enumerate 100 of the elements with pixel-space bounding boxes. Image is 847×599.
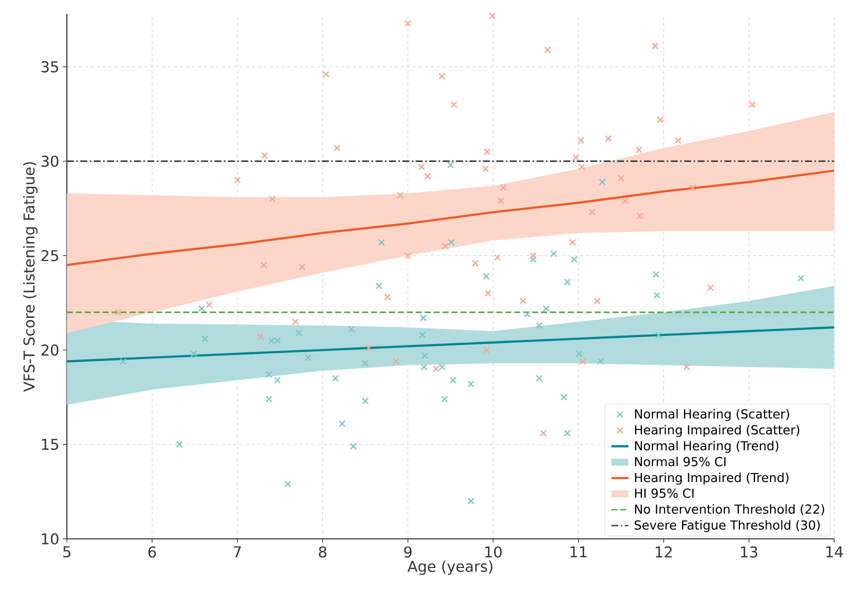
point — [441, 396, 448, 403]
point — [468, 380, 474, 388]
point — [298, 264, 306, 271]
point — [206, 301, 213, 308]
point — [748, 101, 756, 108]
point — [114, 308, 122, 316]
point — [588, 208, 596, 216]
annotation: Normal 95% CI — [635, 456, 726, 466]
point — [418, 332, 426, 339]
point — [304, 354, 312, 362]
point — [365, 344, 372, 352]
y-tick-label: 20 — [41, 344, 58, 356]
point — [120, 358, 127, 365]
point — [683, 364, 690, 371]
point — [234, 176, 241, 184]
point — [564, 278, 571, 286]
legend-label: Hearing Impaired (Trend) — [635, 472, 788, 485]
point — [550, 250, 558, 258]
point — [176, 441, 183, 448]
point — [362, 398, 369, 405]
point — [450, 101, 458, 108]
point — [334, 144, 341, 152]
point — [572, 154, 580, 162]
point — [652, 42, 659, 50]
point — [540, 430, 547, 437]
point — [348, 326, 356, 333]
point — [322, 71, 330, 78]
point — [494, 254, 501, 262]
point — [560, 394, 568, 401]
x-tick-label: 6 — [148, 546, 156, 558]
point — [350, 443, 357, 450]
point — [404, 252, 412, 260]
point — [536, 375, 543, 382]
point — [618, 174, 625, 182]
point — [482, 346, 490, 354]
point — [652, 271, 660, 278]
point — [530, 256, 537, 264]
y-tick-label: 30 — [42, 156, 58, 168]
legend-label: Normal Hearing (Trend) — [635, 440, 778, 453]
point — [420, 314, 427, 322]
point — [198, 305, 206, 312]
point — [674, 137, 682, 144]
x-tick-label: 9 — [404, 546, 412, 558]
y-tick-label: 25 — [41, 250, 58, 262]
point — [338, 420, 346, 428]
annotation: HI 95% CI — [635, 488, 694, 498]
point — [482, 165, 489, 172]
point — [392, 358, 400, 365]
point — [396, 192, 404, 199]
point — [689, 184, 696, 192]
x-tick-label: 12 — [656, 546, 672, 558]
point — [438, 364, 446, 371]
legend-label: Severe Fatigue Threshold (30) — [634, 520, 820, 532]
point — [332, 375, 339, 382]
legend-label: No Intervention Threshold (22) — [635, 504, 824, 516]
x-tick-label: 13 — [741, 546, 758, 558]
point — [520, 298, 526, 305]
point — [797, 274, 804, 282]
y-tick-label: 10 — [42, 533, 58, 545]
x-tick-label: 10 — [485, 546, 502, 558]
point — [292, 318, 299, 326]
point — [576, 350, 583, 358]
point — [260, 262, 268, 269]
x-tick-label: 5 — [63, 546, 70, 558]
point — [578, 137, 584, 144]
point — [375, 282, 382, 290]
point — [432, 366, 440, 373]
point — [622, 198, 629, 204]
point — [274, 376, 281, 384]
point — [484, 148, 491, 156]
point — [256, 334, 264, 340]
point — [544, 46, 552, 54]
point — [442, 242, 449, 250]
point — [530, 252, 537, 260]
point — [265, 396, 272, 403]
x-axis-title: Age (years) — [408, 560, 492, 576]
point — [500, 184, 507, 192]
point — [472, 260, 479, 267]
x-tick-label: 11 — [570, 546, 587, 558]
point — [564, 430, 571, 437]
point — [542, 305, 550, 312]
legend-label: Hearing Impaired (Scatter) — [635, 425, 800, 438]
point — [497, 198, 504, 204]
point — [482, 273, 490, 280]
point — [604, 135, 612, 142]
point — [404, 20, 412, 27]
point — [378, 239, 385, 246]
line-series — [66, 170, 834, 266]
point — [636, 212, 644, 220]
point — [598, 178, 606, 186]
point — [265, 371, 272, 378]
x-tick-label: 8 — [318, 546, 326, 558]
point — [468, 498, 474, 505]
point — [447, 162, 454, 169]
point — [448, 239, 455, 246]
point — [268, 196, 276, 203]
x-tick-label: 7 — [234, 546, 241, 558]
point — [450, 376, 457, 384]
x-tick-label: 14 — [826, 546, 843, 558]
legend-label: Normal Hearing (Scatter) — [635, 409, 790, 422]
